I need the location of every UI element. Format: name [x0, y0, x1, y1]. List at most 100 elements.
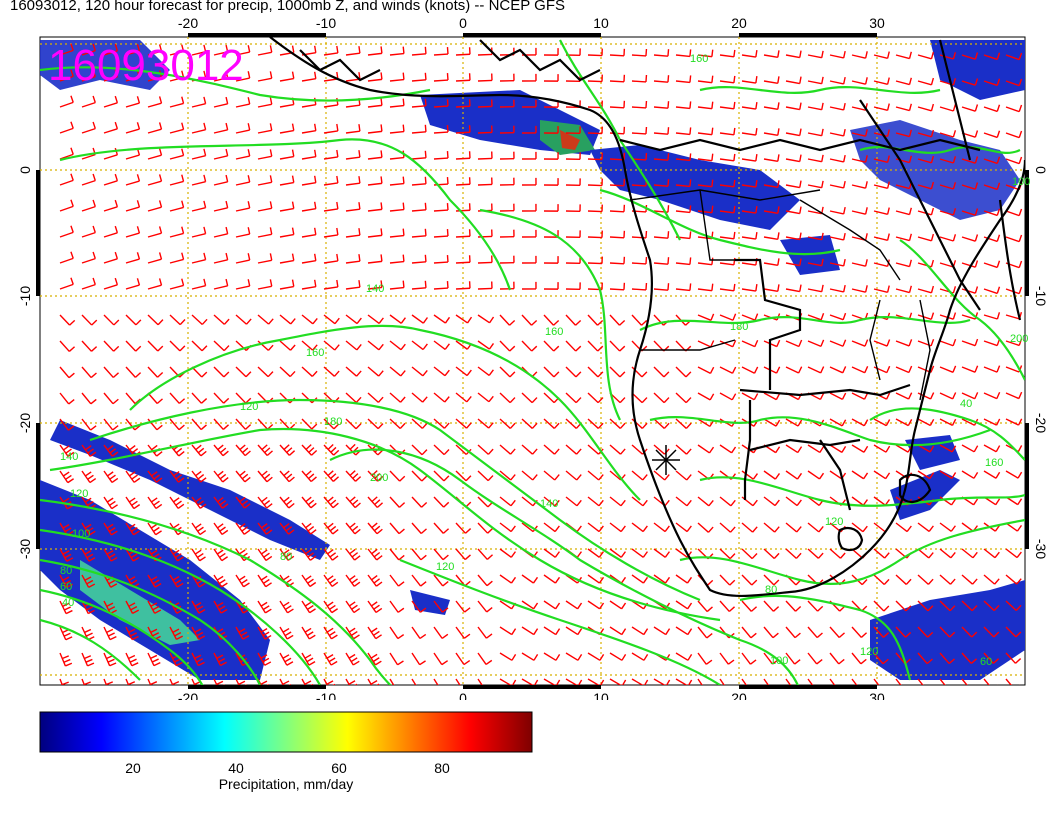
wind-barb [719, 231, 736, 240]
wind-barb [367, 548, 383, 561]
wind-barb [719, 652, 735, 665]
wind-barb [345, 46, 361, 56]
wind-barb [851, 285, 868, 293]
wind-barb [345, 652, 360, 666]
wind-barb [631, 366, 648, 378]
wind-barb [895, 418, 913, 427]
wind-barb [697, 283, 714, 292]
wind-barb [851, 366, 869, 374]
wind-barb [257, 444, 273, 457]
wind-barb [81, 69, 96, 82]
wind-barb [653, 418, 670, 429]
wind-barb [477, 73, 493, 82]
wind-barb [675, 626, 693, 636]
wind-barb [81, 225, 96, 238]
wind-barb [345, 72, 361, 82]
wind-barb [103, 121, 119, 134]
wind-barb [477, 177, 493, 186]
wind-barb [829, 548, 846, 559]
wind-barb [125, 418, 141, 431]
contour-label: 80 [60, 565, 72, 577]
wind-barb [147, 226, 163, 238]
wind-barb [125, 548, 140, 562]
wind-barb [807, 470, 825, 480]
wind-barb [719, 101, 736, 110]
wind-barb [763, 678, 770, 685]
contour-labels: 140 160 180 200 160 140 120 100 80 60 40 40 60 80 100 1… [60, 53, 1030, 668]
wind-barb [741, 366, 759, 374]
wind-barb [147, 418, 163, 431]
wind-barb [499, 444, 516, 455]
wind-barb [917, 574, 934, 585]
wind-barb [631, 548, 648, 558]
wind-barb [81, 199, 96, 212]
wind-barb [213, 678, 225, 685]
wind-barb [587, 152, 603, 161]
wind-barb [697, 340, 715, 348]
wind-barb [631, 74, 648, 83]
wind-barb [917, 522, 934, 533]
wind-barb [147, 574, 162, 588]
wind-barb [499, 548, 516, 558]
wind-barb [1005, 130, 1023, 139]
wind-barb [697, 75, 714, 84]
wind-barb [785, 418, 803, 427]
wind-barb [1005, 626, 1022, 638]
wind-barb [653, 548, 670, 558]
wind-barb [257, 600, 272, 614]
wind-barb [411, 124, 427, 134]
wind-barb [147, 522, 162, 536]
wind-barb [323, 600, 338, 614]
wind-barb [873, 51, 890, 60]
wind-barb [587, 678, 605, 685]
lat-labels-right: 0 -10 -20 -30 [1033, 166, 1049, 559]
lon-labels-top: -20 -10 0 10 20 30 [178, 15, 885, 31]
wind-barb [653, 283, 670, 291]
wind-barb [917, 312, 935, 320]
wind-barb [543, 366, 560, 378]
wind-barb [59, 366, 75, 379]
wind-barb [477, 340, 495, 350]
contour-label: 100 [1012, 176, 1030, 188]
wind-barb [279, 496, 295, 509]
wind-barb [367, 496, 383, 508]
wind-barb [653, 101, 670, 109]
wind-barb [169, 392, 186, 404]
wind-barb [125, 252, 141, 264]
wind-barb [763, 102, 780, 110]
wind-barb [829, 128, 846, 137]
wind-barb [587, 392, 604, 404]
contour-label: 100 [72, 528, 90, 540]
wind-barb [719, 205, 736, 214]
wind-barb [433, 366, 450, 377]
wind-barb [873, 339, 891, 347]
wind-barb [477, 444, 494, 455]
wind-barb [389, 202, 405, 212]
wind-barb [103, 225, 119, 238]
wind-barb [235, 279, 251, 290]
wind-barb [807, 548, 824, 559]
wind-barb [279, 279, 295, 290]
wind-barb [125, 652, 139, 667]
wind-barb [411, 46, 427, 56]
wind-barb [81, 366, 97, 379]
wind-barb [719, 522, 736, 533]
wind-barb [257, 574, 272, 588]
wind-barb [851, 652, 867, 665]
wind-barb [851, 418, 869, 427]
wind-barb [829, 180, 846, 189]
wind-barb [961, 600, 978, 612]
wind-barb [389, 366, 406, 377]
wind-barb [169, 678, 181, 685]
wind-barb [961, 626, 978, 638]
wind-barb [411, 98, 427, 108]
wind-barb [323, 548, 339, 561]
wind-barb [433, 150, 449, 160]
wind-barb [455, 255, 471, 264]
wind-barb [433, 280, 449, 290]
wind-barb [169, 200, 185, 212]
wind-barb [411, 574, 427, 587]
wind-barb [609, 48, 626, 57]
wind-barb [169, 314, 186, 326]
wind-barb [763, 180, 780, 188]
